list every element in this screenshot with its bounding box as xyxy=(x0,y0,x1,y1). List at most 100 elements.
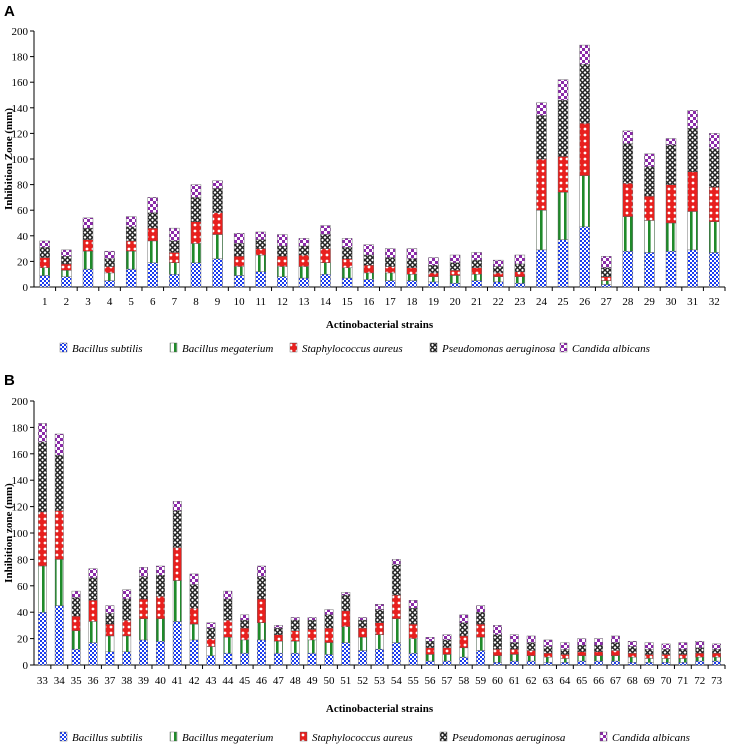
bar-a-17-s1 xyxy=(385,272,396,281)
bar-b-72-s3 xyxy=(695,647,705,654)
bar-b-73-s4 xyxy=(712,643,721,650)
bar-a-24-s4 xyxy=(536,102,547,116)
bar-a-5-s2 xyxy=(125,240,137,252)
bar-b-51-s2 xyxy=(341,610,351,627)
x-tick-label: 46 xyxy=(256,675,268,687)
bar-b-43-s4 xyxy=(206,622,216,629)
bar-b-47-s3 xyxy=(273,627,283,635)
bar-a-16-s4 xyxy=(363,244,374,256)
y-tick-label: 0 xyxy=(23,282,29,294)
x-tick-label: 25 xyxy=(558,296,570,308)
bar-a-12-s0 xyxy=(277,276,288,288)
bar-b-33-s1 xyxy=(38,565,47,613)
x-tick-label: 26 xyxy=(579,296,591,308)
x-tick-label: 4 xyxy=(107,296,113,308)
bar-b-41-s4 xyxy=(172,501,182,511)
y-axis-title: Inhibition Zone (mm) xyxy=(3,108,15,210)
x-tick-label: 65 xyxy=(576,675,588,687)
bar-b-65-s0 xyxy=(577,660,587,666)
bar-a-29-s1 xyxy=(644,220,655,253)
bar-b-41-s3 xyxy=(172,510,182,548)
bar-b-48-s2 xyxy=(290,630,300,642)
bar-b-64-s4 xyxy=(560,642,570,650)
bar-a-17-s4 xyxy=(385,248,396,258)
bar-a-31-s1 xyxy=(687,211,698,251)
bar-b-42-s2 xyxy=(189,608,199,625)
bar-b-35-s2 xyxy=(71,615,81,631)
bar-b-69-s2 xyxy=(644,654,654,659)
x-tick-label: 60 xyxy=(492,675,504,687)
x-tick-label: 72 xyxy=(694,675,705,687)
bar-b-60-s2 xyxy=(493,648,502,656)
bar-a-7-s4 xyxy=(169,227,180,242)
bar-a-9-s3 xyxy=(212,188,223,213)
legend-label-3: Pseudomonas aeruginosa xyxy=(451,732,566,744)
bar-b-53-s4 xyxy=(375,604,384,610)
x-tick-label: 69 xyxy=(644,675,656,687)
panel-label-b: B xyxy=(4,372,15,389)
bar-b-46-s3 xyxy=(257,576,266,600)
panel-label-a: A xyxy=(4,3,15,20)
bar-b-40-s0 xyxy=(155,641,165,666)
bar-b-57-s0 xyxy=(442,660,452,666)
y-tick-label: 60 xyxy=(17,205,29,217)
x-tick-label: 11 xyxy=(255,296,266,308)
bar-b-67-s3 xyxy=(611,642,620,651)
bar-a-1-s0 xyxy=(39,275,50,288)
bar-b-55-s2 xyxy=(408,623,418,639)
x-tick-label: 53 xyxy=(374,675,386,687)
bar-b-62-s3 xyxy=(526,642,536,651)
y-tick-label: 200 xyxy=(12,26,29,38)
x-tick-label: 41 xyxy=(172,675,183,687)
x-tick-label: 27 xyxy=(601,296,613,308)
x-tick-label: 13 xyxy=(298,296,310,308)
bar-b-35-s4 xyxy=(71,590,81,598)
x-tick-label: 67 xyxy=(610,675,622,687)
bar-b-64-s0 xyxy=(560,662,570,666)
bar-a-3-s2 xyxy=(82,239,94,252)
bar-b-61-s1 xyxy=(509,654,519,662)
bar-a-31-s3 xyxy=(687,128,698,172)
bar-b-65-s4 xyxy=(577,638,587,646)
bar-b-66-s2 xyxy=(594,651,604,656)
bar-b-63-s2 xyxy=(543,652,553,658)
bar-b-54-s2 xyxy=(391,594,401,619)
bar-a-23-s3 xyxy=(514,263,526,272)
legend-label-0: Bacillus subtilis xyxy=(72,732,143,744)
bar-b-63-s3 xyxy=(543,646,553,654)
x-tick-label: 63 xyxy=(543,675,555,687)
bar-b-60-s4 xyxy=(493,625,502,635)
bar-a-18-s4 xyxy=(406,248,418,260)
legend-swatch-2 xyxy=(299,731,308,742)
bar-b-33-s0 xyxy=(38,612,47,666)
bar-b-58-s0 xyxy=(459,656,469,666)
x-axis-title: Actinobacterial strains xyxy=(326,319,434,331)
bar-b-48-s0 xyxy=(290,652,300,666)
y-tick-label: 100 xyxy=(12,154,29,166)
bar-b-62-s2 xyxy=(526,650,536,656)
bar-b-49-s2 xyxy=(307,629,317,641)
x-tick-label: 15 xyxy=(342,296,354,308)
bar-b-42-s1 xyxy=(189,623,199,641)
x-tick-label: 56 xyxy=(425,675,437,687)
legend-swatch-1 xyxy=(169,731,178,742)
bar-b-68-s0 xyxy=(627,662,637,666)
legend-swatch-4 xyxy=(559,342,568,353)
bar-b-52-s4 xyxy=(358,617,368,621)
bar-a-25-s0 xyxy=(557,239,569,288)
bar-b-46-s2 xyxy=(257,598,266,623)
bar-b-40-s4 xyxy=(155,565,165,576)
bar-a-6-s4 xyxy=(147,197,158,213)
bar-a-13-s3 xyxy=(298,245,310,256)
y-tick-label: 80 xyxy=(17,180,29,192)
bar-b-52-s3 xyxy=(358,619,368,629)
bar-b-67-s2 xyxy=(611,650,620,656)
bar-a-28-s2 xyxy=(622,183,634,217)
x-tick-label: 43 xyxy=(205,675,217,687)
bar-b-62-s0 xyxy=(526,660,536,666)
bar-a-28-s0 xyxy=(622,250,634,288)
bar-a-11-s4 xyxy=(255,231,266,240)
x-tick-label: 18 xyxy=(406,296,418,308)
bar-b-50-s3 xyxy=(324,614,334,629)
